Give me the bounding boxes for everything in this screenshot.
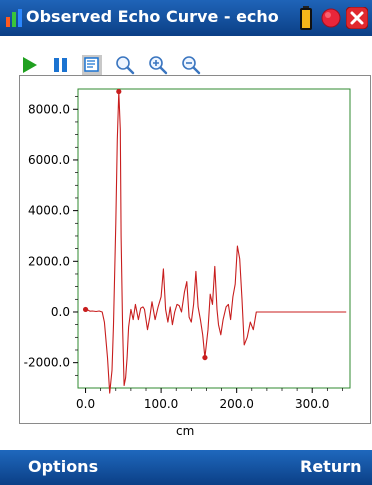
bar-chart-icon xyxy=(6,9,22,27)
return-button[interactable]: Return xyxy=(300,457,362,476)
window-title: Observed Echo Curve - echo xyxy=(26,7,279,26)
select-zoom-icon[interactable] xyxy=(82,55,102,75)
magnifier-icon[interactable] xyxy=(115,55,135,75)
softkey-bar: Options Return xyxy=(0,450,372,485)
zoom-in-icon[interactable] xyxy=(148,55,168,75)
zoom-out-icon[interactable] xyxy=(181,55,201,75)
title-bar: Observed Echo Curve - echo xyxy=(0,0,372,36)
record-icon[interactable] xyxy=(321,8,341,28)
battery-icon xyxy=(300,6,312,30)
x-axis-unit-label: cm xyxy=(176,424,195,438)
options-button[interactable]: Options xyxy=(28,457,99,476)
pause-icon[interactable] xyxy=(51,55,71,75)
close-icon[interactable] xyxy=(346,7,368,29)
plot-frame xyxy=(19,75,371,424)
play-icon[interactable] xyxy=(20,55,40,75)
